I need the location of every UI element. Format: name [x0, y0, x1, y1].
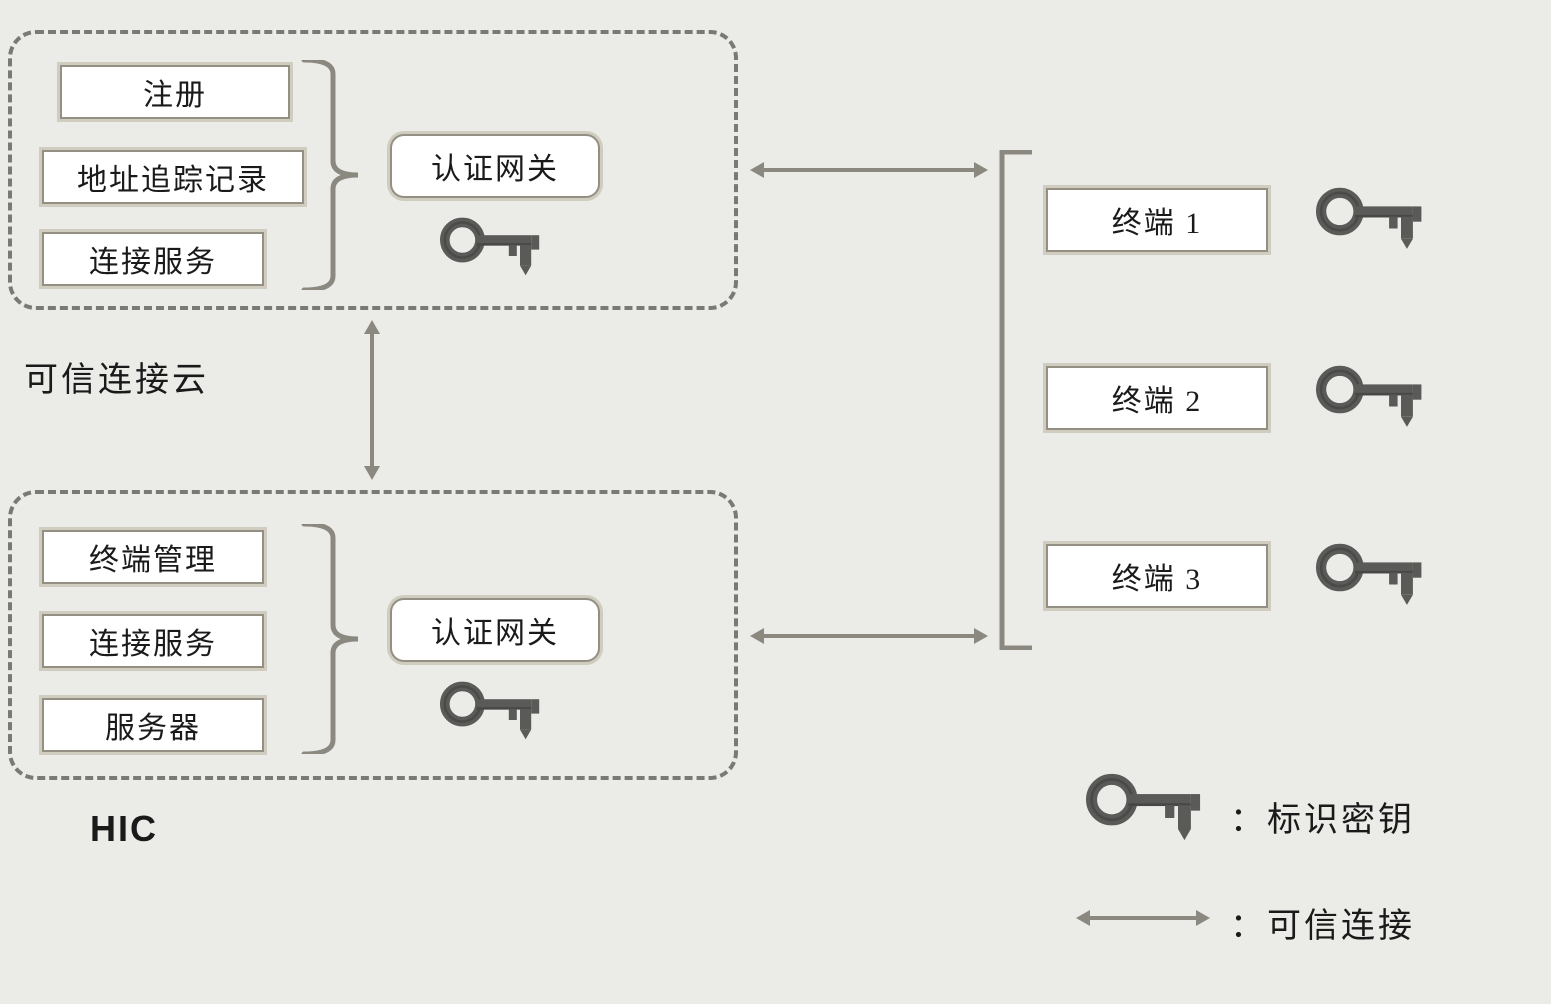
hic-gateway-label: 认证网关 [431, 608, 559, 652]
terminal-2: 终端 2 [1046, 366, 1268, 430]
terminal-3: 终端 3 [1046, 544, 1268, 608]
box-conn-service-2-label: 连接服务 [89, 619, 217, 663]
cloud-key-icon [440, 216, 552, 280]
hic-label: HIC [90, 808, 158, 850]
top-horiz-arrow-icon [750, 155, 988, 185]
box-server-label: 服务器 [105, 703, 201, 747]
box-register-label: 注册 [143, 70, 207, 114]
hic-brace-icon [300, 524, 360, 754]
hic-gateway: 认证网关 [390, 598, 600, 662]
cloud-label-text: 可信连接云 [24, 362, 209, 399]
legend-key-text: ：标识密钥 [1230, 802, 1415, 839]
box-addr-track: 地址追踪记录 [42, 150, 304, 204]
box-terminal-mgmt-label: 终端管理 [89, 535, 217, 579]
box-conn-service-2: 连接服务 [42, 614, 264, 668]
box-conn-service: 连接服务 [42, 232, 264, 286]
cloud-gateway: 认证网关 [390, 134, 600, 198]
box-terminal-mgmt: 终端管理 [42, 530, 264, 584]
terminal-1: 终端 1 [1046, 188, 1268, 252]
terminal-2-key-icon [1316, 364, 1435, 432]
legend-arrow-text: ：可信连接 [1230, 908, 1415, 945]
diagram-canvas: 注册 地址追踪记录 连接服务 认证网关 可信连接云 终端管理 连接服务 服务器 … [0, 0, 1551, 1004]
box-register: 注册 [60, 65, 290, 119]
hic-key-icon [440, 680, 552, 744]
terminal-1-label: 终端 1 [1112, 198, 1203, 242]
box-addr-track-label: 地址追踪记录 [77, 155, 269, 199]
cloud-label: 可信连接云 [24, 352, 209, 401]
terminal-2-label: 终端 2 [1112, 376, 1203, 420]
cloud-gateway-label: 认证网关 [431, 144, 559, 188]
hic-label-text: HIC [90, 808, 158, 849]
bot-horiz-arrow-icon [750, 621, 988, 651]
box-conn-service-label: 连接服务 [89, 237, 217, 281]
vertical-arrow-icon [357, 320, 387, 480]
cloud-brace-icon [300, 60, 360, 290]
terminals-bracket-icon [998, 150, 1032, 650]
terminal-3-key-icon [1316, 542, 1435, 610]
terminal-1-key-icon [1316, 186, 1435, 254]
legend-arrow-label: ：可信连接 [1230, 898, 1415, 947]
legend-key-icon [1086, 772, 1215, 846]
terminal-3-label: 终端 3 [1112, 554, 1203, 598]
legend-key-label: ：标识密钥 [1230, 792, 1415, 841]
legend-arrow-icon [1076, 903, 1210, 933]
box-server: 服务器 [42, 698, 264, 752]
